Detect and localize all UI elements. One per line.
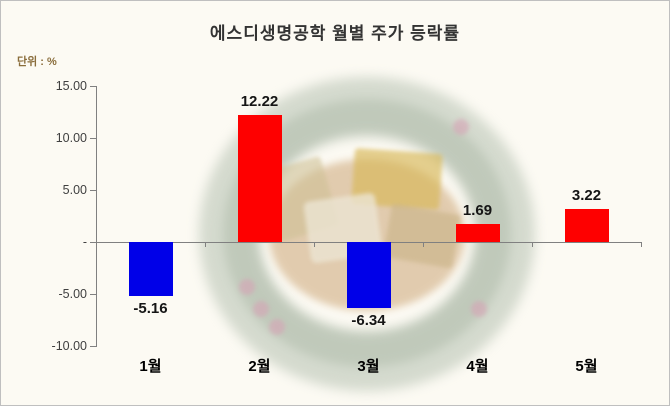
bar-month-4 bbox=[455, 224, 500, 242]
x-axis-tick-mark bbox=[96, 242, 97, 247]
x-axis-tick-mark bbox=[641, 242, 642, 247]
y-axis-tick-mark bbox=[90, 294, 96, 295]
x-axis-category-label: 1월 bbox=[139, 358, 162, 375]
y-axis-tick-mark bbox=[90, 138, 96, 139]
y-axis-tick-label: 10.00 bbox=[55, 131, 87, 145]
y-axis-line bbox=[96, 86, 97, 347]
bar-value-label: -5.16 bbox=[133, 299, 168, 317]
y-axis-tick-mark bbox=[90, 346, 96, 347]
bar-month-3 bbox=[346, 242, 391, 308]
bar-value-label: 1.69 bbox=[462, 202, 493, 220]
bar-month-5 bbox=[564, 208, 609, 242]
y-axis-tick-mark bbox=[90, 190, 96, 191]
flower-image bbox=[471, 301, 487, 317]
y-axis-tick-label: - bbox=[82, 235, 87, 249]
y-axis-tick-label: 5.00 bbox=[62, 183, 87, 197]
flower-image bbox=[453, 119, 469, 135]
chart-title: 에스디생명공학 월별 주가 등락률 bbox=[209, 24, 461, 43]
unit-label: 단위 : % bbox=[17, 56, 57, 68]
y-axis-tick-mark bbox=[90, 242, 96, 243]
bar-month-2 bbox=[237, 114, 282, 242]
bar-value-label: 12.22 bbox=[240, 92, 279, 110]
y-axis-tick-mark bbox=[90, 86, 96, 87]
y-axis-tick-label: -5.00 bbox=[58, 287, 88, 301]
y-axis-tick-label: -10.00 bbox=[51, 339, 87, 353]
x-axis-tick-mark bbox=[314, 242, 315, 247]
bar-month-1 bbox=[128, 242, 173, 296]
x-axis-tick-mark bbox=[205, 242, 206, 247]
bar-value-label: 3.22 bbox=[571, 186, 602, 204]
x-axis-tick-mark bbox=[423, 242, 424, 247]
flower-image bbox=[269, 319, 285, 335]
y-axis-tick-label: 15.00 bbox=[55, 79, 87, 93]
flower-image bbox=[253, 301, 269, 317]
x-axis-category-label: 2월 bbox=[248, 358, 271, 375]
x-axis-category-label: 3월 bbox=[357, 358, 380, 375]
x-axis-category-label: 5월 bbox=[575, 358, 598, 375]
flower-image bbox=[239, 279, 255, 295]
x-axis-category-label: 4월 bbox=[466, 358, 489, 375]
bar-value-label: -6.34 bbox=[351, 311, 386, 329]
x-axis-tick-mark bbox=[532, 242, 533, 247]
